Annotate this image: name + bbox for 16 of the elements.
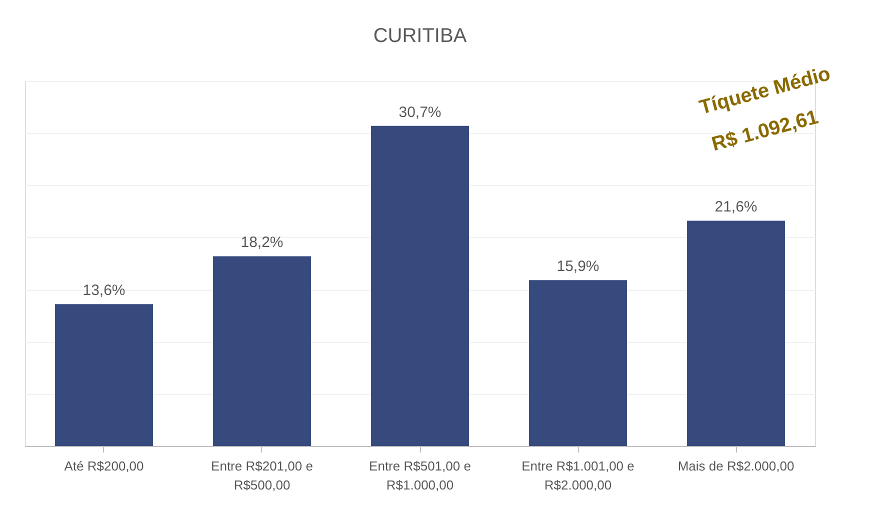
bar bbox=[371, 126, 469, 446]
chart-title: CURITIBA bbox=[373, 24, 468, 47]
data-label: 15,9% bbox=[556, 258, 600, 276]
x-tick-label: Entre R$201,00 e R$500,00 bbox=[211, 458, 313, 492]
bar bbox=[687, 220, 785, 446]
bar bbox=[213, 256, 311, 446]
data-label: 30,7% bbox=[398, 104, 442, 121]
x-tick-label: Entre R$501,00 e R$1.000,00 bbox=[369, 458, 471, 492]
x-tick-label: Até R$200,00 bbox=[64, 458, 144, 474]
x-tick-label: Mais de R$2.000,00 bbox=[678, 458, 794, 474]
data-label: 18,2% bbox=[240, 234, 284, 252]
bar bbox=[55, 304, 153, 446]
data-label: 21,6% bbox=[714, 198, 758, 216]
data-label: 13,6% bbox=[82, 282, 126, 300]
x-tick-label: Entre R$1.001,00 e R$2.000,00 bbox=[522, 458, 634, 492]
bar bbox=[529, 280, 627, 446]
